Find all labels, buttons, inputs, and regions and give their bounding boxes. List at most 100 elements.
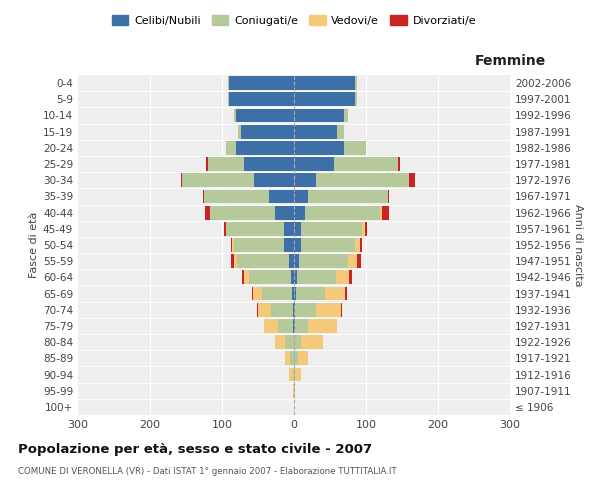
Bar bbox=[325, 286, 345, 300]
Text: Popolazione per età, sesso e stato civile - 2007: Popolazione per età, sesso e stato civil… bbox=[18, 442, 372, 456]
Bar bbox=[181, 174, 182, 187]
Bar bbox=[293, 303, 294, 316]
Text: Femmine: Femmine bbox=[475, 54, 545, 68]
Bar bbox=[233, 238, 284, 252]
Bar bbox=[244, 270, 250, 284]
Bar bbox=[308, 319, 337, 333]
Bar bbox=[232, 238, 233, 252]
Bar bbox=[237, 254, 289, 268]
Bar bbox=[203, 190, 204, 203]
Bar bbox=[264, 319, 278, 333]
Bar bbox=[228, 92, 229, 106]
Bar bbox=[294, 157, 334, 171]
Bar bbox=[365, 222, 367, 235]
Bar bbox=[398, 157, 400, 171]
Bar bbox=[229, 76, 294, 90]
Bar bbox=[380, 206, 382, 220]
Bar bbox=[299, 254, 348, 268]
Bar bbox=[286, 336, 294, 349]
Bar bbox=[359, 238, 362, 252]
Bar bbox=[238, 125, 241, 138]
Bar bbox=[294, 108, 344, 122]
Bar bbox=[232, 254, 234, 268]
Bar bbox=[257, 303, 258, 316]
Bar bbox=[294, 352, 298, 365]
Bar bbox=[294, 76, 355, 90]
Bar bbox=[290, 352, 294, 365]
Bar bbox=[294, 270, 297, 284]
Bar bbox=[297, 270, 337, 284]
Bar bbox=[226, 222, 284, 235]
Bar bbox=[295, 319, 308, 333]
Bar bbox=[258, 303, 271, 316]
Bar bbox=[388, 190, 389, 203]
Bar bbox=[295, 303, 316, 316]
Bar bbox=[292, 286, 294, 300]
Bar bbox=[293, 319, 294, 333]
Bar bbox=[344, 141, 366, 154]
Bar bbox=[234, 108, 236, 122]
Bar bbox=[344, 108, 348, 122]
Bar bbox=[337, 125, 344, 138]
Bar bbox=[206, 157, 208, 171]
Bar bbox=[294, 368, 295, 382]
Bar bbox=[316, 303, 341, 316]
Bar bbox=[294, 336, 301, 349]
Bar bbox=[294, 238, 301, 252]
Bar bbox=[294, 206, 305, 220]
Bar bbox=[337, 270, 349, 284]
Bar bbox=[230, 238, 232, 252]
Bar bbox=[204, 190, 269, 203]
Y-axis label: Anni di nascita: Anni di nascita bbox=[573, 204, 583, 286]
Bar bbox=[345, 286, 347, 300]
Bar bbox=[224, 222, 226, 235]
Bar bbox=[251, 286, 253, 300]
Bar bbox=[208, 157, 244, 171]
Bar bbox=[355, 238, 359, 252]
Bar bbox=[236, 141, 294, 154]
Bar bbox=[362, 222, 365, 235]
Bar bbox=[308, 190, 388, 203]
Bar bbox=[301, 238, 355, 252]
Bar bbox=[229, 92, 294, 106]
Bar bbox=[316, 174, 409, 187]
Bar bbox=[298, 352, 308, 365]
Bar bbox=[284, 222, 294, 235]
Bar bbox=[254, 174, 294, 187]
Bar bbox=[250, 270, 291, 284]
Bar bbox=[296, 286, 325, 300]
Text: COMUNE DI VERONELLA (VR) - Dati ISTAT 1° gennaio 2007 - Elaborazione TUTTITALIA.: COMUNE DI VERONELLA (VR) - Dati ISTAT 1°… bbox=[18, 468, 397, 476]
Bar bbox=[269, 190, 294, 203]
Bar bbox=[236, 108, 294, 122]
Bar bbox=[294, 303, 295, 316]
Bar bbox=[294, 190, 308, 203]
Bar bbox=[349, 270, 352, 284]
Bar bbox=[234, 254, 237, 268]
Bar bbox=[305, 206, 380, 220]
Bar bbox=[271, 303, 293, 316]
Bar bbox=[226, 141, 236, 154]
Bar bbox=[294, 125, 337, 138]
Bar bbox=[334, 157, 398, 171]
Bar bbox=[294, 92, 355, 106]
Bar bbox=[294, 286, 296, 300]
Bar bbox=[289, 368, 293, 382]
Bar bbox=[253, 286, 262, 300]
Bar bbox=[348, 254, 356, 268]
Bar bbox=[293, 384, 294, 398]
Bar bbox=[294, 384, 295, 398]
Bar bbox=[409, 174, 415, 187]
Bar bbox=[301, 336, 323, 349]
Legend: Celibi/Nubili, Coniugati/e, Vedovi/e, Divorziati/e: Celibi/Nubili, Coniugati/e, Vedovi/e, Di… bbox=[107, 10, 481, 30]
Bar bbox=[278, 319, 293, 333]
Bar bbox=[241, 125, 294, 138]
Bar bbox=[211, 206, 275, 220]
Bar bbox=[275, 206, 294, 220]
Bar bbox=[182, 174, 254, 187]
Bar bbox=[291, 270, 294, 284]
Bar bbox=[242, 270, 244, 284]
Bar bbox=[205, 206, 211, 220]
Bar bbox=[301, 222, 362, 235]
Bar bbox=[294, 222, 301, 235]
Bar bbox=[289, 254, 294, 268]
